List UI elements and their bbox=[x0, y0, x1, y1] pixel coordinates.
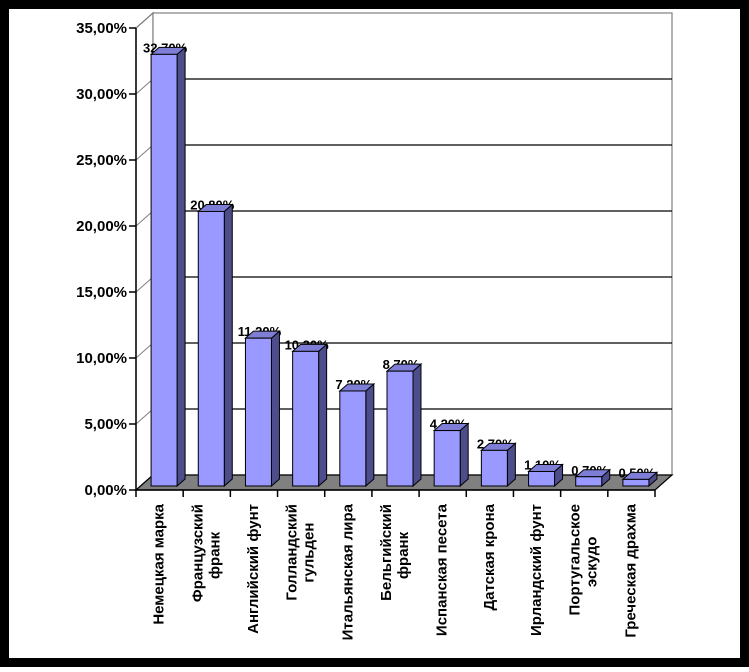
category-label: Португальскоеэскудо bbox=[567, 504, 601, 615]
category-label-line: франк bbox=[206, 531, 223, 579]
bar-front bbox=[480, 449, 508, 487]
tick-connector bbox=[135, 78, 154, 95]
tick-connector bbox=[135, 144, 154, 161]
bar-side bbox=[365, 382, 375, 488]
category-label-line: франк bbox=[395, 531, 412, 579]
bar-side bbox=[270, 330, 280, 488]
bar-front bbox=[197, 210, 225, 487]
category-label-line: Французский bbox=[189, 504, 206, 602]
category-label-line: Английский фунт bbox=[245, 504, 262, 634]
category-label-line: Ирландский фунт bbox=[528, 504, 545, 636]
y-axis-tick-label: 25,00% bbox=[76, 152, 127, 169]
bar-side bbox=[459, 422, 469, 488]
category-label-line: Немецкая марка bbox=[151, 503, 168, 624]
bar-side bbox=[176, 46, 186, 488]
category-label-line: Датская крона bbox=[481, 503, 498, 610]
category-label: Бельгийскийфранк bbox=[378, 504, 412, 601]
category-label-line: Бельгийский bbox=[378, 504, 395, 601]
y-axis-tick-label: 35,00% bbox=[76, 20, 127, 37]
category-label-line: Португальское bbox=[567, 504, 584, 615]
y-axis-tick-label: 20,00% bbox=[76, 218, 127, 235]
bar-front bbox=[292, 350, 320, 487]
y-axis-tick-label: 10,00% bbox=[76, 350, 127, 367]
bar-side bbox=[412, 363, 422, 488]
y-axis-tick-label: 15,00% bbox=[76, 284, 127, 301]
bar-front bbox=[150, 53, 178, 487]
bar-front bbox=[528, 470, 556, 487]
category-label: Испанская песета bbox=[434, 503, 451, 636]
bar-front bbox=[339, 390, 367, 487]
bar-front bbox=[244, 337, 272, 487]
y-axis-tick-label: 0,00% bbox=[84, 482, 127, 499]
tick-connector bbox=[135, 408, 154, 425]
category-label-line: Испанская песета bbox=[434, 503, 451, 636]
tick-connector bbox=[135, 12, 154, 29]
y-axis-tick-label: 5,00% bbox=[84, 416, 127, 433]
bar-front bbox=[622, 478, 650, 487]
tick-connector bbox=[135, 276, 154, 293]
bar-front bbox=[575, 476, 603, 487]
category-label-line: гульден bbox=[301, 523, 318, 583]
category-label: Голландскийгульден bbox=[284, 504, 318, 601]
category-label: Греческая драхма bbox=[622, 503, 639, 637]
category-label: Ирландский фунт bbox=[528, 504, 545, 636]
category-label: Датская крона bbox=[481, 503, 498, 610]
category-label: Английский фунт bbox=[245, 504, 262, 634]
category-label-line: Греческая драхма bbox=[622, 503, 639, 637]
category-label-line: эскудо bbox=[584, 537, 601, 588]
category-label-line: Голландский bbox=[284, 504, 301, 601]
category-label: Итальянская лира bbox=[339, 503, 356, 640]
bar-front bbox=[386, 370, 414, 487]
bar-front bbox=[433, 430, 461, 487]
tick-connector bbox=[135, 210, 154, 227]
category-label-line: Итальянская лира bbox=[339, 503, 356, 640]
bar-side bbox=[223, 203, 233, 488]
left-wall bbox=[135, 11, 154, 492]
bar-side bbox=[318, 343, 328, 488]
tick-connector bbox=[135, 342, 154, 359]
category-label: Французскийфранк bbox=[189, 504, 223, 602]
category-label: Немецкая марка bbox=[151, 503, 168, 624]
y-axis-tick-label: 30,00% bbox=[76, 86, 127, 103]
